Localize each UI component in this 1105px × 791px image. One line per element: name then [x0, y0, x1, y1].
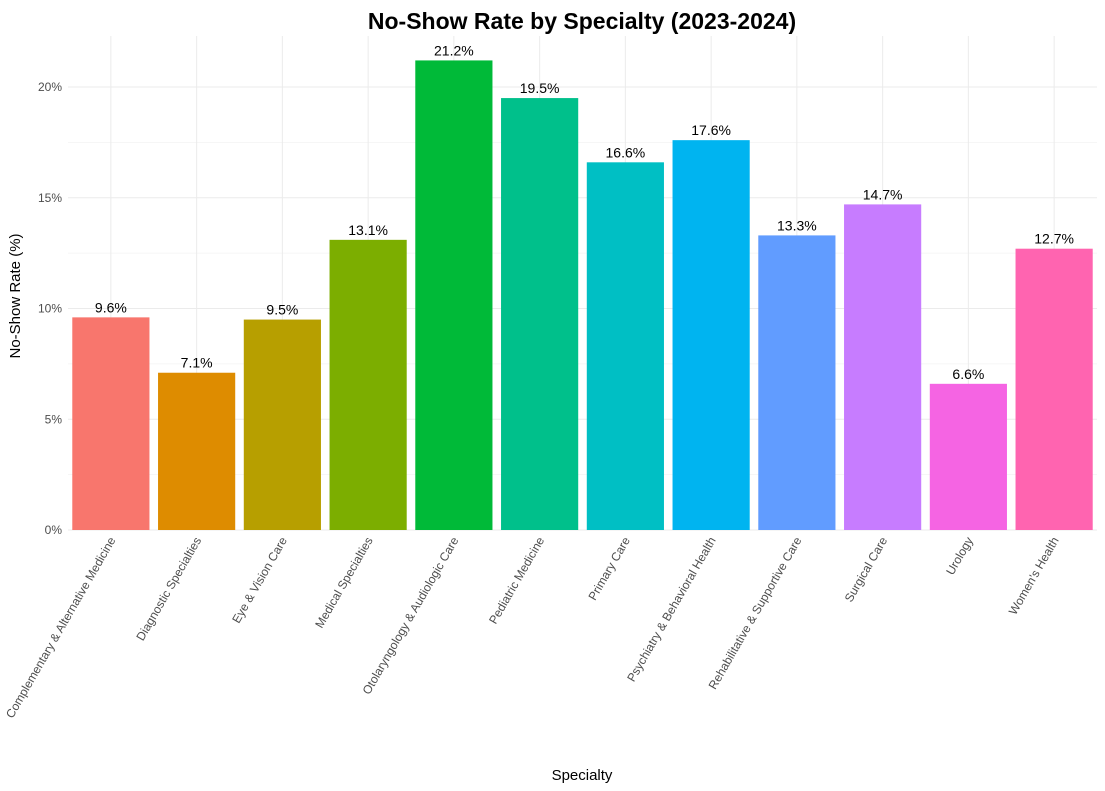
y-tick-label: 0%: [45, 523, 63, 537]
x-tick-label: Primary Care: [586, 534, 634, 602]
bar: [501, 98, 579, 530]
bar-value-label: 16.6%: [606, 144, 646, 160]
bar-value-label: 9.5%: [266, 302, 298, 318]
bar: [158, 372, 236, 530]
x-axis-ticks: Complementary & Alternative Medicine Diag…: [3, 534, 1062, 720]
bar-value-label: 17.6%: [691, 122, 731, 138]
chart-title: No-Show Rate by Specialty (2023-2024): [368, 8, 796, 34]
y-tick-label: 10%: [38, 302, 62, 316]
x-tick-label: Women's Health: [1006, 535, 1062, 618]
y-tick-label: 5%: [45, 412, 63, 426]
x-tick-label: Pediatric Medicine: [486, 534, 547, 626]
bar-value-label: 6.6%: [952, 366, 984, 382]
y-axis-title: No-Show Rate (%): [7, 233, 24, 358]
x-tick-label: Psychiatry & Behavioral Health: [624, 535, 718, 685]
bars: [72, 60, 1093, 531]
bar: [329, 239, 407, 530]
x-tick-label: Diagnostic Specialties: [133, 535, 204, 644]
bar-value-label: 7.1%: [181, 355, 213, 371]
bar: [758, 235, 836, 530]
bar-value-label: 14.7%: [863, 186, 903, 202]
bar: [72, 317, 150, 530]
bar: [415, 60, 493, 531]
bar-value-label: 21.2%: [434, 42, 474, 58]
x-tick-label: Surgical Care: [842, 534, 891, 604]
y-tick-label: 15%: [38, 191, 62, 205]
bar: [1015, 248, 1093, 530]
x-axis-title: Specialty: [552, 767, 613, 784]
bar: [243, 319, 321, 530]
bar: [672, 140, 750, 530]
x-tick-label: Complementary & Alternative Medicine: [3, 534, 119, 720]
x-tick-label: Medical Specialties: [312, 535, 375, 631]
bar: [844, 204, 922, 530]
x-tick-label: Eye & Vision Care: [229, 534, 290, 625]
y-axis-ticks: 0% 5% 10% 15% 20%: [38, 80, 62, 537]
bar: [929, 383, 1007, 530]
x-tick-label: Urology: [943, 535, 976, 578]
x-tick-label: Rehabilitative & Supportive Care: [706, 534, 805, 691]
data-labels: 9.6% 7.1% 9.5% 13.1% 21.2% 19.5% 16.6% 17.6% 13.…: [95, 42, 1074, 381]
bar-value-label: 12.7%: [1034, 231, 1074, 247]
x-tick-label: Otolaryngology & Audiologic Care: [360, 534, 462, 697]
bar: [586, 162, 664, 530]
y-tick-label: 20%: [38, 80, 62, 94]
bar-value-label: 13.3%: [777, 217, 817, 233]
bar-value-label: 13.1%: [348, 222, 388, 238]
bar-value-label: 9.6%: [95, 299, 127, 315]
bar-value-label: 19.5%: [520, 80, 560, 96]
